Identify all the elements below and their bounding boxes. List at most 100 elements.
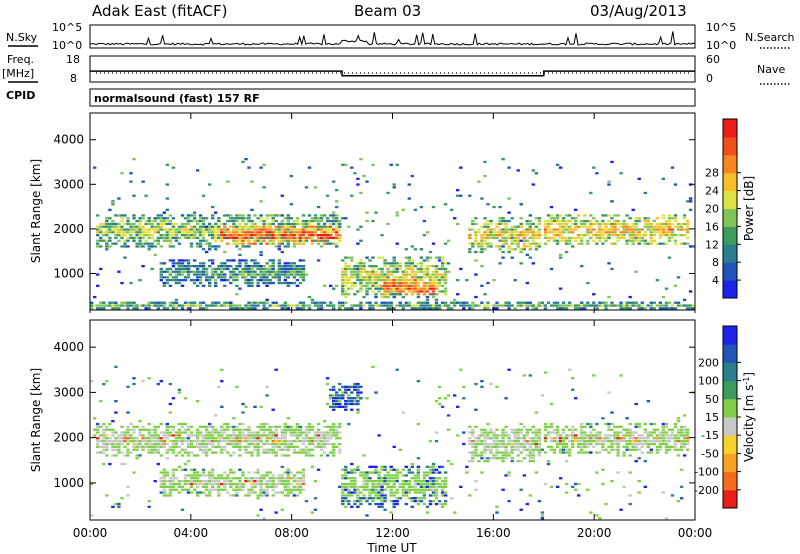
data-cell xyxy=(102,431,106,434)
data-cell xyxy=(437,397,442,400)
data-cell xyxy=(685,437,690,440)
data-cell xyxy=(247,442,251,446)
data-cell xyxy=(217,217,221,220)
data-cell xyxy=(180,480,185,483)
data-cell xyxy=(277,279,281,282)
data-cell xyxy=(226,425,230,428)
colorbar-tick-label: 100 xyxy=(698,375,719,388)
data-cell xyxy=(398,279,402,282)
data-cell xyxy=(589,434,593,437)
data-cell xyxy=(631,301,635,304)
data-cell xyxy=(468,460,472,463)
data-cell xyxy=(422,270,427,273)
data-cell xyxy=(204,228,209,231)
data-cell xyxy=(365,270,369,273)
data-cell xyxy=(341,488,345,491)
data-cell xyxy=(652,301,656,304)
data-cell xyxy=(126,385,130,388)
data-cell xyxy=(495,225,499,228)
data-cell xyxy=(126,228,130,231)
data-cell xyxy=(383,500,387,503)
data-cell xyxy=(280,442,284,446)
data-cell xyxy=(634,445,638,448)
data-cell xyxy=(613,437,617,440)
data-cell xyxy=(592,304,596,307)
data-cell xyxy=(250,276,254,279)
data-cell xyxy=(235,442,239,446)
data-cell xyxy=(359,290,363,293)
data-cell xyxy=(359,259,363,262)
data-cell xyxy=(552,219,557,223)
data-cell xyxy=(428,440,433,443)
data-cell xyxy=(522,442,526,446)
data-cell xyxy=(220,265,224,268)
data-cell xyxy=(174,228,179,231)
data-cell xyxy=(301,471,306,474)
data-cell xyxy=(244,273,248,276)
data-cell xyxy=(132,377,136,380)
data-cell xyxy=(253,262,257,265)
data-cell xyxy=(102,448,106,451)
data-cell xyxy=(244,228,248,231)
data-cell xyxy=(316,307,321,310)
data-cell xyxy=(401,287,405,290)
data-cell xyxy=(558,236,563,240)
data-cell xyxy=(283,262,287,265)
data-cell xyxy=(407,267,411,271)
data-cell xyxy=(229,434,233,437)
data-cell xyxy=(631,448,635,451)
data-cell xyxy=(537,448,542,451)
data-cell xyxy=(549,222,554,226)
data-cell xyxy=(268,234,272,237)
data-cell xyxy=(607,228,611,231)
data-cell xyxy=(434,276,439,279)
data-cell xyxy=(568,451,572,454)
data-cell xyxy=(283,245,287,248)
data-cell xyxy=(483,440,487,443)
colorbar-segment xyxy=(723,154,737,174)
data-cell xyxy=(292,431,297,434)
data-cell xyxy=(289,203,293,206)
data-cell xyxy=(108,428,112,431)
data-cell xyxy=(198,242,203,245)
data-cell xyxy=(353,281,357,285)
data-cell xyxy=(574,428,578,431)
data-cell xyxy=(446,262,451,265)
data-cell xyxy=(232,222,236,226)
data-cell xyxy=(655,451,660,454)
data-cell xyxy=(359,307,363,310)
data-cell xyxy=(292,451,297,454)
data-cell xyxy=(283,301,287,304)
freq-panel: Freq. [MHz] 18 8 60 0 Nave CPID xyxy=(2,53,790,102)
data-cell xyxy=(353,468,357,471)
data-cell xyxy=(477,242,481,245)
data-cell xyxy=(201,262,206,265)
data-cell xyxy=(425,511,430,514)
data-cell xyxy=(265,440,269,443)
data-cell xyxy=(171,245,176,248)
data-cell xyxy=(507,442,511,446)
data-cell xyxy=(114,502,118,506)
data-cell xyxy=(440,502,445,506)
data-cell xyxy=(319,307,324,310)
data-cell xyxy=(577,440,581,443)
data-cell xyxy=(428,502,433,506)
data-cell xyxy=(332,425,336,428)
data-cell xyxy=(631,440,635,443)
data-cell xyxy=(350,462,354,466)
data-cell xyxy=(504,242,508,245)
data-cell xyxy=(501,454,505,457)
data-cell xyxy=(289,477,293,480)
data-cell xyxy=(558,228,563,231)
data-cell xyxy=(168,284,173,287)
data-cell xyxy=(610,448,614,451)
colorbar-tick-label: 200 xyxy=(698,356,719,369)
data-cell xyxy=(186,488,191,491)
data-cell xyxy=(165,442,169,446)
data-cell xyxy=(428,293,433,296)
data-cell xyxy=(268,482,272,486)
data-cell xyxy=(344,477,348,480)
data-cell xyxy=(208,442,212,446)
data-cell xyxy=(141,425,145,428)
data-cell xyxy=(613,442,617,446)
